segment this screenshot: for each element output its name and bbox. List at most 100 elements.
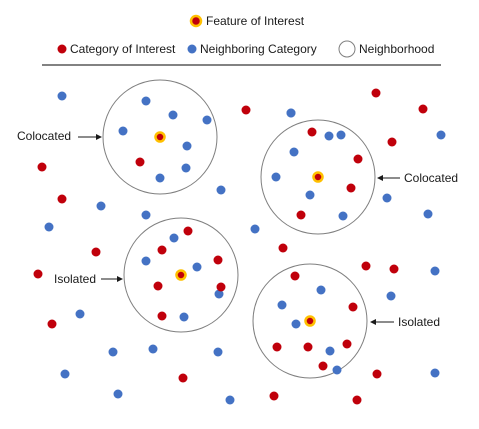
category-point xyxy=(91,247,101,257)
neighbor-point xyxy=(141,256,151,266)
category-point xyxy=(157,245,167,255)
neighbor-point xyxy=(338,211,348,221)
neighbor-point xyxy=(325,346,335,356)
legend-feature-marker xyxy=(189,14,203,28)
neighborhood-circle-isolated-left xyxy=(123,217,239,333)
category-point xyxy=(33,269,43,279)
neighbor-point xyxy=(179,312,189,322)
neighborhood-circle-colocated-left xyxy=(102,79,218,195)
colocated-right-arrowhead xyxy=(377,175,383,181)
neighbor-point xyxy=(305,190,315,200)
feature-of-interest-point xyxy=(175,269,187,281)
category-point xyxy=(346,183,356,193)
category-point xyxy=(57,194,67,204)
legend-category-label: Category of Interest xyxy=(70,42,176,56)
neighbor-point xyxy=(286,108,296,118)
neighbor-point xyxy=(382,193,392,203)
category-point xyxy=(37,162,47,172)
neighbor-point xyxy=(182,141,192,151)
category-point xyxy=(296,210,306,220)
category-point xyxy=(348,302,358,312)
isolated-right-label: Isolated xyxy=(398,315,440,329)
category-point xyxy=(318,361,328,371)
neighbor-point xyxy=(169,233,179,243)
category-point xyxy=(387,137,397,147)
neighbor-point xyxy=(202,115,212,125)
category-point xyxy=(135,157,145,167)
category-point xyxy=(183,226,193,236)
neighbor-point xyxy=(141,96,151,106)
annotation-colocated-right: Colocated xyxy=(377,171,458,185)
neighbor-point xyxy=(332,365,342,375)
isolated-right-arrowhead xyxy=(370,319,376,325)
neighbor-point xyxy=(289,147,299,157)
neighbor-point xyxy=(214,289,224,299)
isolated-left-arrowhead xyxy=(117,276,123,282)
feature-of-interest-point xyxy=(304,315,316,327)
neighbor-point xyxy=(75,309,85,319)
category-point xyxy=(153,281,163,291)
colocated-left-arrowhead xyxy=(96,134,102,140)
neighbor-point xyxy=(148,344,158,354)
category-point xyxy=(216,282,226,292)
neighbor-point xyxy=(324,131,334,141)
legend-category-marker xyxy=(57,44,67,54)
legend-neighborhood-label: Neighborhood xyxy=(359,42,434,56)
legend-neighbor-marker xyxy=(187,44,197,54)
neighbor-point xyxy=(168,110,178,120)
category-point xyxy=(389,264,399,274)
neighbor-point xyxy=(108,347,118,357)
colocated-left-label: Colocated xyxy=(17,129,71,143)
neighbor-point xyxy=(96,201,106,211)
neighbor-point xyxy=(336,130,346,140)
category-point xyxy=(418,104,428,114)
category-point xyxy=(371,88,381,98)
neighbor-point xyxy=(386,291,396,301)
legend: Feature of Interest Category of Interest… xyxy=(57,14,434,58)
neighborhood-circle-isolated-right xyxy=(252,263,368,379)
neighbor-point xyxy=(430,266,440,276)
neighbor-point xyxy=(113,389,123,399)
category-point xyxy=(213,255,223,265)
legend-neighbor-label: Neighboring Category xyxy=(200,42,317,56)
category-point xyxy=(157,311,167,321)
category-point xyxy=(278,243,288,253)
category-point xyxy=(269,391,279,401)
category-point xyxy=(272,342,282,352)
neighbor-point xyxy=(213,347,223,357)
neighbor-point xyxy=(225,395,235,405)
neighbor-point xyxy=(291,319,301,329)
category-point xyxy=(307,127,317,137)
feature-of-interest-point xyxy=(312,171,324,183)
neighbor-point xyxy=(277,300,287,310)
category-point xyxy=(342,339,352,349)
neighbor-point xyxy=(192,262,202,272)
neighbor-point xyxy=(271,172,281,182)
neighbor-point xyxy=(141,210,151,220)
neighbor-point xyxy=(57,91,67,101)
colocated-right-label: Colocated xyxy=(404,171,458,185)
neighbor-point xyxy=(216,185,226,195)
category-point xyxy=(361,261,371,271)
category-point xyxy=(353,154,363,164)
neighbor-point xyxy=(118,126,128,136)
neighbor-point xyxy=(155,173,165,183)
annotation-colocated-left: Colocated xyxy=(17,129,102,143)
neighbor-point xyxy=(181,163,191,173)
annotation-isolated-right: Isolated xyxy=(370,315,440,329)
neighbor-point xyxy=(44,222,54,232)
category-point xyxy=(47,319,57,329)
neighbor-point xyxy=(316,285,326,295)
neighbor-point xyxy=(436,130,446,140)
points-layer xyxy=(33,88,446,405)
legend-feature-label: Feature of Interest xyxy=(206,14,305,28)
category-point xyxy=(178,373,188,383)
neighbor-point xyxy=(430,368,440,378)
feature-of-interest-point xyxy=(154,131,166,143)
neighborhood-circle-colocated-right xyxy=(260,119,376,235)
isolated-left-label: Isolated xyxy=(54,272,96,286)
category-point xyxy=(372,369,382,379)
category-point xyxy=(352,395,362,405)
neighbor-point xyxy=(423,209,433,219)
